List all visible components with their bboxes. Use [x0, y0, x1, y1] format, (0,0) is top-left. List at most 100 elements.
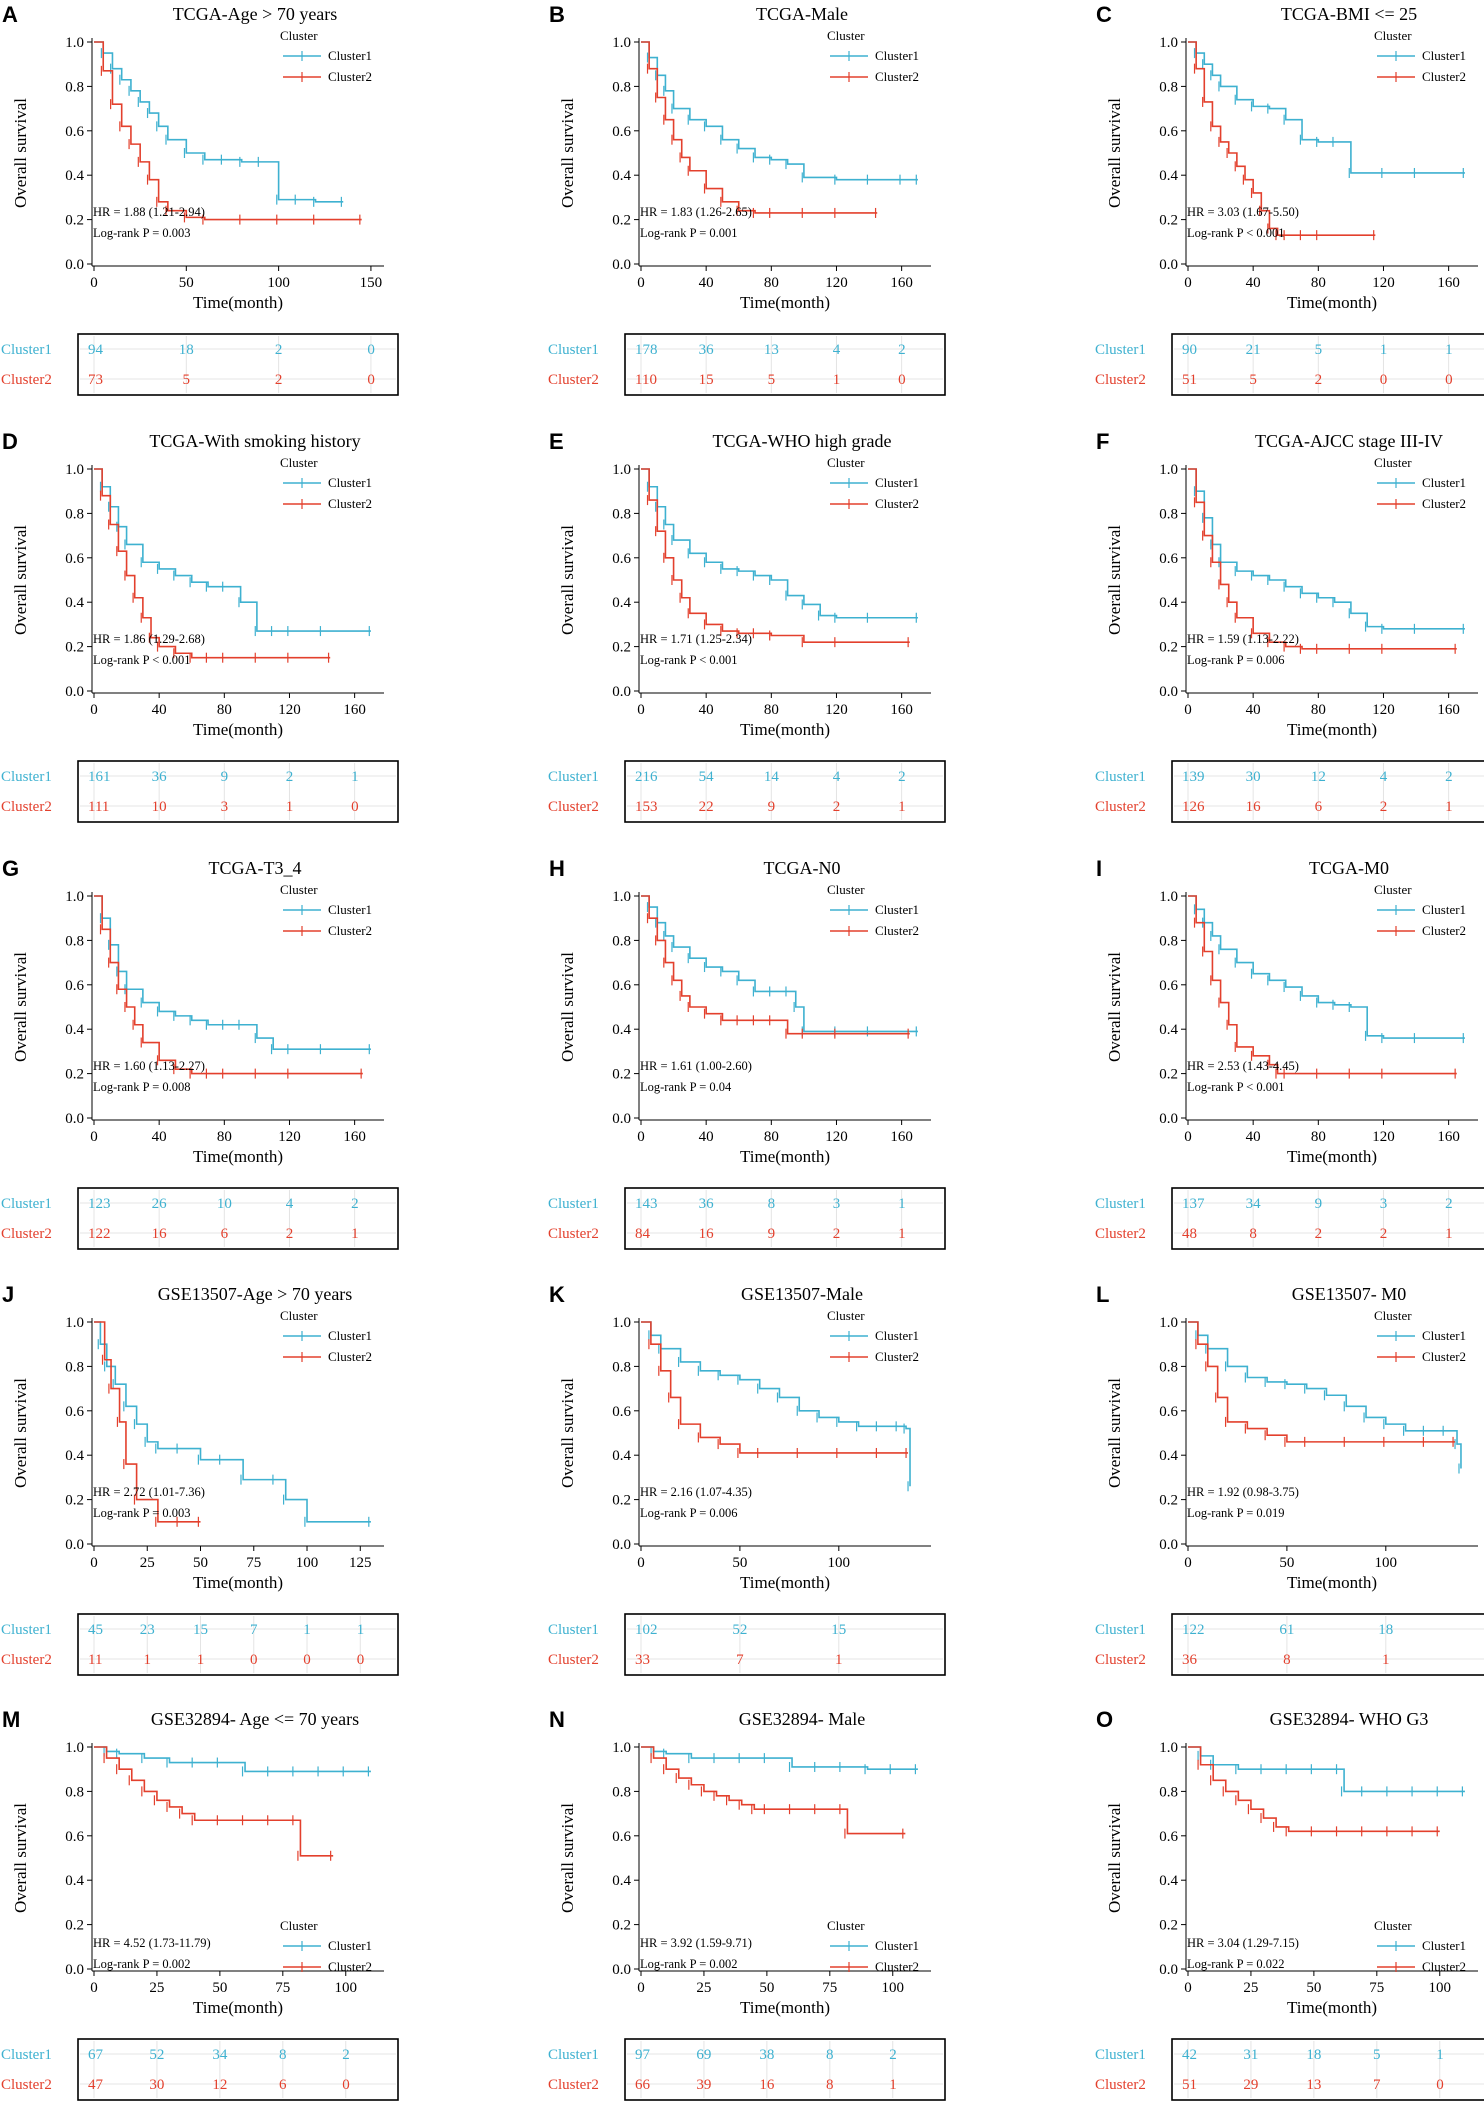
risk-row-label: Cluster2 — [548, 1226, 599, 1242]
y-tick-label: 0.0 — [1159, 684, 1178, 700]
risk-row-label: Cluster2 — [1, 1226, 52, 1242]
x-tick-label: 160 — [343, 1129, 366, 1145]
hazard-ratio: HR = 1.83 (1.26-2.65) — [640, 205, 752, 219]
risk-count: 0 — [367, 372, 375, 388]
x-tick-label: 0 — [90, 1555, 98, 1571]
legend-title: Cluster — [280, 455, 318, 470]
legend-label: Cluster2 — [875, 1349, 919, 1364]
x-tick-label: 80 — [764, 1129, 779, 1145]
risk-count: 7 — [736, 1652, 744, 1668]
risk-count: 2 — [898, 769, 906, 785]
km-curve-cluster1 — [1188, 41, 1465, 174]
legend-label: Cluster1 — [1422, 902, 1466, 917]
y-tick-label: 1.0 — [65, 462, 84, 478]
y-tick-label: 0.8 — [1159, 79, 1178, 95]
hazard-ratio: HR = 1.86 (1.29-2.68) — [93, 632, 205, 646]
risk-count: 2 — [1380, 799, 1388, 815]
km-panel-j: J GSE13507-Age > 70 years 0.0 0.2 0.4 0.6 0.8 1… — [1, 1282, 399, 1676]
y-tick-label: 0.2 — [612, 1067, 631, 1083]
y-tick-label: 0.0 — [612, 1537, 631, 1553]
y-tick-label: 0.8 — [65, 79, 84, 95]
risk-table-box — [77, 1613, 399, 1676]
legend-label: Cluster1 — [875, 48, 919, 63]
x-tick-label: 0 — [637, 1980, 645, 1996]
risk-count: 0 — [1436, 2077, 1444, 2093]
risk-count: 8 — [1249, 1226, 1257, 1242]
logrank-p: Log-rank P = 0.001 — [640, 226, 738, 240]
risk-count: 36 — [1182, 1652, 1198, 1668]
panel-label: H — [549, 856, 565, 881]
legend-label: Cluster1 — [1422, 48, 1466, 63]
x-axis-label: Time(month) — [193, 293, 283, 312]
y-tick-label: 0.4 — [65, 1873, 84, 1889]
risk-row-label: Cluster2 — [548, 1652, 599, 1668]
risk-count: 0 — [303, 1652, 311, 1668]
y-tick-label: 0.2 — [1159, 1493, 1178, 1509]
risk-count: 0 — [367, 342, 375, 358]
legend-label: Cluster1 — [1422, 1938, 1466, 1953]
y-tick-label: 0.4 — [1159, 1448, 1178, 1464]
risk-count: 7 — [250, 1622, 258, 1638]
x-tick-label: 160 — [343, 702, 366, 718]
y-tick-label: 0.2 — [65, 1493, 84, 1509]
risk-row-label: Cluster1 — [548, 769, 599, 785]
hazard-ratio: HR = 1.60 (1.13-2.27) — [93, 1059, 205, 1073]
hazard-ratio: HR = 1.71 (1.25-2.34) — [640, 632, 752, 646]
risk-count: 16 — [152, 1226, 168, 1242]
risk-row-label: Cluster2 — [1095, 1226, 1146, 1242]
risk-count: 22 — [699, 799, 714, 815]
risk-count: 15 — [831, 1622, 846, 1638]
risk-count: 0 — [1380, 372, 1388, 388]
risk-count: 0 — [1445, 372, 1453, 388]
km-curve-cluster2 — [94, 1746, 334, 1857]
km-curve-cluster1 — [641, 468, 918, 619]
risk-row-label: Cluster1 — [1, 342, 52, 358]
risk-count: 51 — [1182, 372, 1197, 388]
x-tick-label: 125 — [349, 1555, 372, 1571]
risk-count: 15 — [699, 372, 714, 388]
panel-label: M — [2, 1707, 20, 1732]
logrank-p: Log-rank P = 0.019 — [1187, 1506, 1285, 1520]
y-axis-label: Overall survival — [1105, 525, 1124, 635]
risk-table-box — [77, 2038, 399, 2101]
x-tick-label: 80 — [764, 275, 779, 291]
risk-count: 1 — [286, 799, 294, 815]
risk-row-label: Cluster1 — [1, 1196, 52, 1212]
km-curve-cluster2 — [1188, 895, 1457, 1075]
legend-title: Cluster — [827, 882, 865, 897]
x-tick-label: 0 — [637, 1555, 645, 1571]
legend-label: Cluster2 — [328, 496, 372, 511]
y-tick-label: 0.2 — [65, 213, 84, 229]
x-tick-label: 160 — [1437, 275, 1460, 291]
risk-table-box — [77, 333, 399, 396]
risk-count: 16 — [759, 2077, 775, 2093]
risk-count: 2 — [898, 342, 906, 358]
panel-label: F — [1096, 429, 1109, 454]
x-axis-label: Time(month) — [193, 1573, 283, 1592]
y-tick-label: 0.8 — [612, 1359, 631, 1375]
risk-row-label: Cluster1 — [1095, 1622, 1146, 1638]
km-panel-h: H TCGA-N0 0.0 0.2 0.4 0.6 0.8 1.0 0 40 80 120 160 Tim… — [548, 856, 946, 1250]
x-tick-label: 100 — [296, 1555, 319, 1571]
legend-label: Cluster2 — [1422, 496, 1466, 511]
km-curve-cluster2 — [94, 468, 331, 659]
km-panel-g: G TCGA-T3_4 0.0 0.2 0.4 0.6 0.8 1.0 0 40 80 120 160 T… — [1, 856, 399, 1250]
x-tick-label: 50 — [212, 1980, 227, 1996]
y-tick-label: 0.0 — [1159, 257, 1178, 273]
risk-count: 7 — [1373, 2077, 1381, 2093]
x-tick-label: 0 — [637, 275, 645, 291]
risk-count: 1 — [351, 1226, 359, 1242]
km-panel-l: L GSE13507- M0 0.0 0.2 0.4 0.6 0.8 1.0 0 50 100 Tim… — [1095, 1282, 1484, 1676]
km-curve-cluster2 — [1188, 1321, 1456, 1443]
y-tick-label: 0.4 — [612, 1873, 631, 1889]
km-curve-cluster2 — [641, 1746, 906, 1835]
risk-count: 153 — [635, 799, 658, 815]
x-tick-label: 100 — [267, 275, 290, 291]
y-tick-label: 0.2 — [612, 1918, 631, 1934]
logrank-p: Log-rank P < 0.001 — [1187, 226, 1285, 240]
y-tick-label: 0.6 — [65, 124, 84, 140]
risk-count: 48 — [1182, 1226, 1197, 1242]
legend-title: Cluster — [827, 1918, 865, 1933]
risk-count: 36 — [152, 769, 168, 785]
y-tick-label: 0.8 — [65, 1359, 84, 1375]
